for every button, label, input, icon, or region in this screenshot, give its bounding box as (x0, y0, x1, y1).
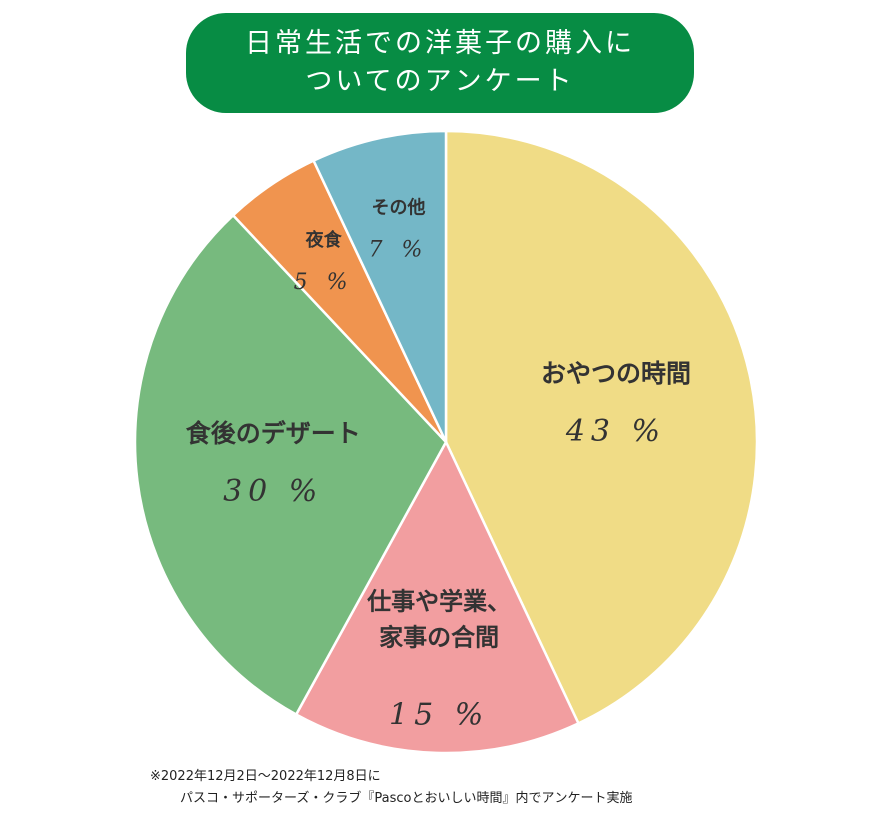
chart-title: 日常生活での洋菓子の購入に ついてのアンケート (186, 13, 694, 113)
slice-value-late-night-snack: 5 % (294, 270, 354, 295)
survey-note-line-2: パスコ・サポーターズ・クラブ『Pascoとおいしい時間』内でアンケート実施 (180, 791, 633, 806)
slice-label-snack-time: おやつの時間 (541, 359, 691, 388)
slice-value-other: 7 % (369, 238, 429, 263)
chart-title-line-2: ついてのアンケート (305, 66, 575, 97)
slice-label-between-work-line-1: 仕事や学業、 (366, 588, 511, 616)
pie-slice-after-meal-dessert (133, 214, 448, 716)
survey-note-line-1: ※2022年12月2日〜2022年12月8日に (150, 769, 381, 784)
pie-slice-other (312, 129, 448, 444)
slice-label-between-work-line-2: 家事の合間 (379, 624, 499, 652)
slice-label-after-meal-dessert: 食後のデザート (186, 419, 361, 448)
survey-note: ※2022年12月2日〜2022年12月8日に パスコ・サポーターズ・クラブ『P… (150, 766, 632, 810)
slice-value-after-meal-dessert: 30 % (223, 474, 323, 509)
slice-value-snack-time: 43 % (565, 414, 666, 449)
pie-slice-snack-time (444, 129, 759, 725)
pie-slice-between-work (294, 440, 580, 755)
slice-label-other: その他 (372, 197, 426, 219)
chart-title-line-1: 日常生活での洋菓子の購入に (245, 28, 635, 59)
pie-slices (133, 129, 759, 755)
slice-value-between-work: 15 % (389, 698, 489, 733)
pie-labels: おやつの時間 43 % 仕事や学業、家事の合間 15 % 食後のデザート 30 % 夜食 5 … (186, 197, 691, 733)
slice-label-late-night-snack: 夜食 (305, 229, 343, 251)
